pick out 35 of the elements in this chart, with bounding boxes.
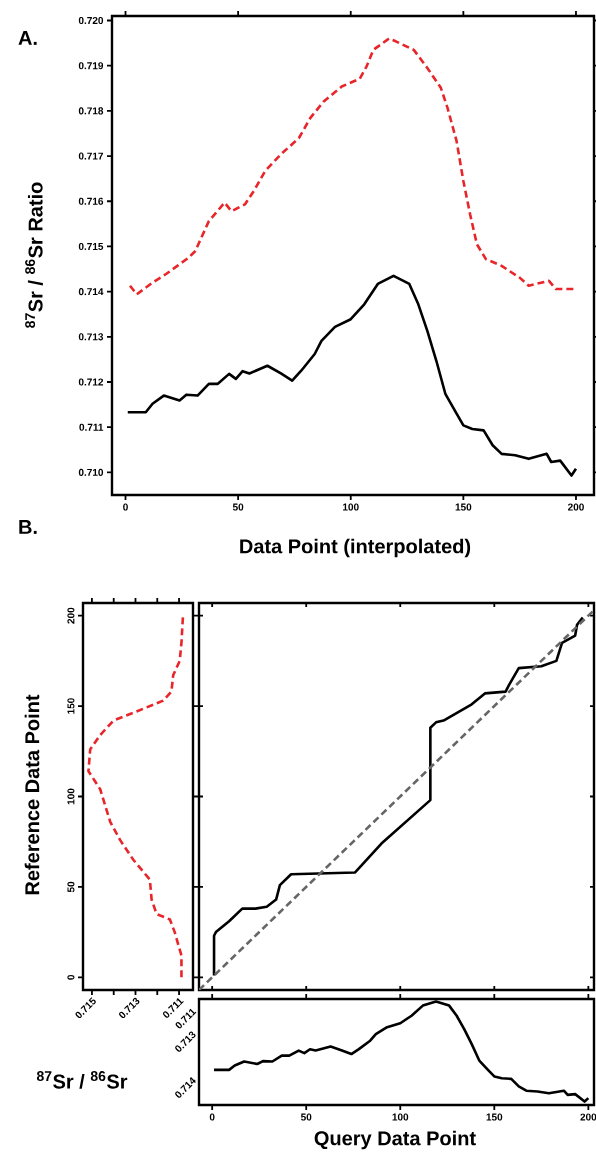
x-tick-label: 200 [580, 1113, 596, 1121]
y-tick-label: 0 [67, 974, 75, 980]
y-tick-label: 0.712 [78, 378, 104, 386]
y-tick-label: 0.714 [78, 288, 104, 296]
x-tick-label: 200 [567, 503, 584, 511]
y-tick-label: 0.716 [78, 197, 104, 205]
x-axis-title: Data Point (interpolated) [240, 538, 471, 558]
x-tick-label: 100 [343, 503, 359, 511]
x-axis-title: $^{87}$Sr / $^{86}$Sr [36, 1071, 128, 1089]
x-tick-label: 50 [300, 1113, 312, 1121]
y-tick-label: 0.720 [78, 16, 104, 25]
y-axis-title: Reference Data Point [24, 694, 40, 895]
y-tick-label: 200 [67, 607, 75, 624]
x-axis-title: Query Data Point [314, 1130, 476, 1150]
x-tick-label: 0 [209, 1113, 215, 1121]
x-tick-label: 150 [455, 503, 472, 511]
x-tick-label: 100 [392, 1113, 409, 1121]
y-tick-label: 100 [67, 788, 75, 805]
line-series [126, 274, 578, 477]
x-tick-label: 150 [486, 1113, 503, 1121]
y-tick-label: 50 [67, 881, 75, 893]
text: A. [18, 31, 37, 45]
y-tick-label: 0.718 [78, 107, 104, 115]
y-tick-label: 0.710 [78, 468, 104, 476]
y-tick-label: 0.717 [78, 152, 104, 160]
y-tick-label: 0.711 [79, 423, 104, 431]
y-tick-label: 0.719 [78, 62, 104, 70]
y-tick-label: 150 [67, 698, 75, 714]
text: B. [19, 520, 37, 534]
y-tick-label: 0.713 [78, 333, 104, 341]
y-tick-label: 0.715 [78, 242, 104, 250]
line-series [87, 614, 185, 979]
x-tick-label: 0 [123, 503, 128, 511]
x-tick-label: 50 [232, 503, 244, 511]
y-axis-title: $^{87}$Sr / $^{86}$Sr Ratio [25, 182, 43, 328]
